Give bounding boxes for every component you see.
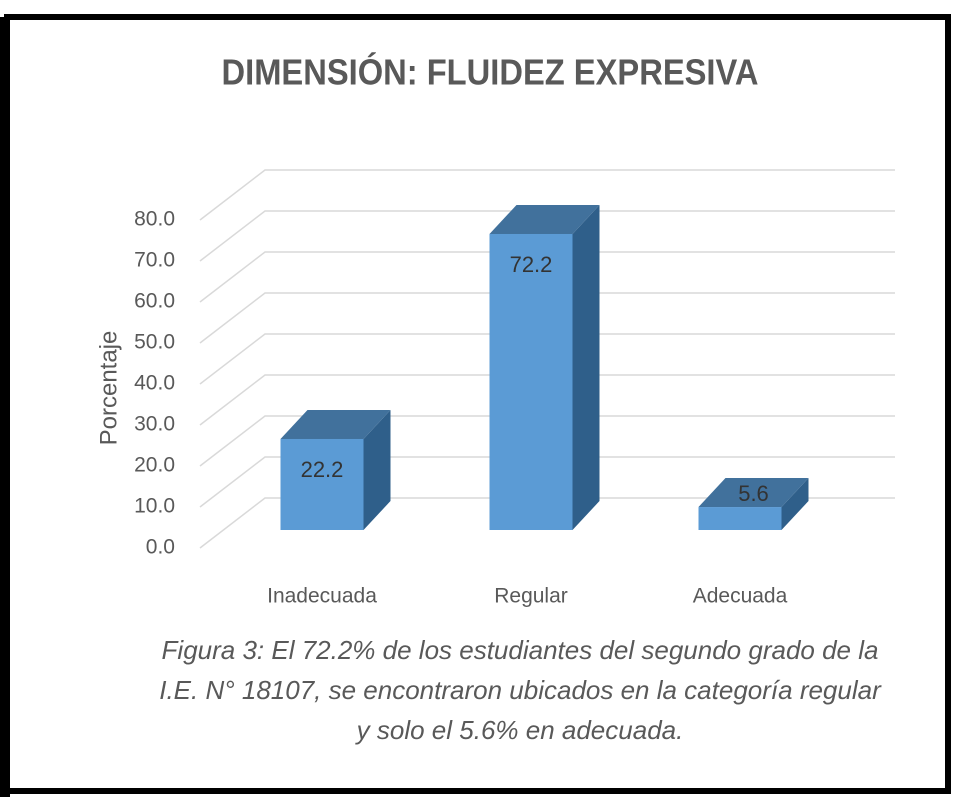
- grid-line: [199, 374, 895, 426]
- y-tick-label: 50.0: [134, 331, 175, 354]
- chart-title: DIMENSIÓN: FLUIDEZ EXPRESIVA: [222, 51, 759, 93]
- caption-line: y solo el 5.6% en adecuada.: [355, 715, 684, 745]
- value-label: 5.6: [738, 481, 769, 506]
- grid-line: [199, 210, 895, 262]
- labels: 0.0 10.0 20.0 30.0 40.0 50.0 60.0 70.0 80.0 Inade…: [134, 208, 787, 608]
- y-tick-label: 80.0: [134, 208, 175, 231]
- grid-line: [199, 333, 895, 385]
- frame-left: [0, 17, 10, 797]
- x-tick-label: Regular: [494, 585, 568, 608]
- y-tick-label: 70.0: [134, 249, 175, 272]
- bar: [489, 233, 573, 531]
- bars: [280, 204, 809, 531]
- caption-line: I.E. N° 18107, se encontraron ubicados e…: [159, 675, 882, 705]
- y-axis-title: Porcentaje: [95, 331, 122, 446]
- grid-line: [199, 292, 895, 344]
- y-tick-label: 30.0: [134, 413, 175, 436]
- y-tick-label: 0.0: [146, 536, 175, 559]
- y-tick-label: 20.0: [134, 454, 175, 477]
- bar-side: [363, 409, 391, 530]
- y-tick-label: 60.0: [134, 290, 175, 313]
- bar-side: [572, 204, 600, 531]
- x-tick-label: Adecuada: [693, 585, 788, 608]
- caption-line: Figura 3: El 72.2% de los estudiantes de…: [162, 635, 879, 665]
- bar-top: [280, 409, 391, 439]
- value-label: 72.2: [510, 252, 553, 277]
- y-tick-label: 40.0: [134, 372, 175, 395]
- grid-line: [199, 456, 895, 508]
- x-tick-label: Inadecuada: [267, 585, 377, 608]
- grid-line: [199, 251, 895, 303]
- bar: [698, 507, 782, 530]
- bar-top: [698, 478, 809, 508]
- grid-line: [199, 169, 895, 221]
- value-label: 22.2: [301, 457, 344, 482]
- grid-line: [199, 497, 895, 549]
- y-tick-label: 10.0: [134, 495, 175, 518]
- bar-top: [489, 204, 600, 234]
- grid-line: [199, 415, 895, 467]
- bar: [280, 438, 364, 530]
- bar-side: [781, 478, 809, 530]
- grid: [199, 169, 895, 549]
